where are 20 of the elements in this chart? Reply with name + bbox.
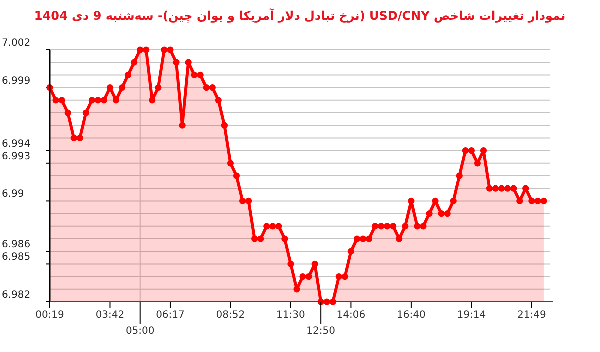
x-tick-label: 06:17 — [156, 310, 185, 321]
x-tick-label: 11:30 — [276, 310, 306, 321]
x-tick-label: 08:52 — [216, 310, 246, 321]
y-tick-label: 6.993 — [2, 151, 31, 162]
chart-title: نمودار تغییرات شاخص USD/CNY (نرخ تبادل دلار آمریکا و یوان چین)- سه‌شنبه 9 دی 1404 — [34, 8, 566, 23]
y-tick-label: 7.002 — [2, 38, 31, 49]
y-tick-label: 6.986 — [2, 240, 31, 251]
y-tick-label: 6.99 — [2, 189, 24, 200]
y-tick-label: 6.999 — [2, 76, 31, 87]
x-tick-label: 19:14 — [457, 310, 486, 321]
x-tick-label: 12:50 — [306, 326, 336, 337]
y-tick-label: 6.982 — [2, 290, 31, 301]
x-tick-label: 03:42 — [96, 310, 125, 321]
x-tick-label: 00:19 — [36, 310, 64, 321]
x-tick-label: 16:40 — [397, 310, 426, 321]
y-tick-label: 6.985 — [2, 252, 31, 264]
y-tick-label: 6.994 — [2, 138, 31, 150]
x-tick-label: 05:00 — [126, 326, 155, 337]
x-tick-label: 14:06 — [336, 310, 366, 321]
x-tick-label: 21:49 — [518, 310, 546, 321]
